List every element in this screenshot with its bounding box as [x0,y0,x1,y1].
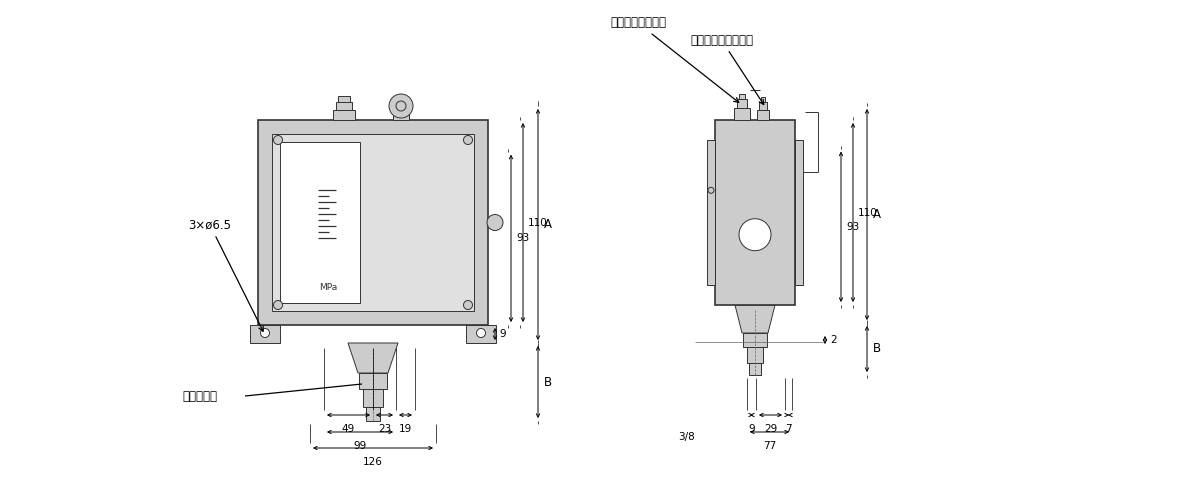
Bar [338,96,350,102]
Text: 9: 9 [500,329,506,339]
Bar [739,94,745,99]
Text: A: A [873,208,881,221]
Text: 3×ø6.5: 3×ø6.5 [188,218,264,332]
Circle shape [397,101,406,111]
Circle shape [739,218,772,250]
Bar [250,325,280,343]
Text: 29: 29 [764,424,778,434]
Text: 93: 93 [516,234,530,243]
Text: 9: 9 [749,424,755,434]
Bar [367,407,380,421]
Circle shape [260,328,270,338]
Bar [748,347,763,363]
Bar [335,102,352,110]
Bar [737,99,748,108]
Text: 110: 110 [528,218,547,228]
Circle shape [389,94,413,118]
Text: 126: 126 [363,457,383,467]
Bar [466,325,496,343]
Text: 設定圧力調整ボルト: 設定圧力調整ボルト [690,34,763,104]
Text: 19: 19 [399,424,412,434]
Bar [749,363,761,375]
Text: 99: 99 [353,441,367,451]
Bar [715,120,795,305]
Bar [757,110,769,120]
Circle shape [273,136,283,144]
Bar [258,120,488,325]
Polygon shape [736,305,775,333]
Bar [734,108,750,120]
Text: MPa: MPa [319,284,337,292]
Text: B: B [873,342,881,355]
Text: 110: 110 [858,208,878,218]
Text: B: B [544,376,552,388]
Text: 応差調整用ボルト: 応差調整用ボルト [610,16,739,102]
Circle shape [464,136,472,144]
Bar [280,142,361,303]
Text: 7: 7 [785,424,792,434]
Circle shape [488,214,503,230]
Circle shape [464,300,472,310]
Text: 六角対辺Ｃ: 六角対辺Ｃ [182,390,217,402]
Bar [795,140,803,285]
Circle shape [477,328,485,338]
Bar [359,373,387,389]
Bar [393,106,409,120]
Bar [272,134,474,311]
Text: 2: 2 [830,335,836,345]
Bar [333,110,355,120]
Text: 93: 93 [846,222,859,232]
Bar [760,102,767,110]
Bar [363,389,383,407]
Text: 49: 49 [341,424,355,434]
Circle shape [273,300,283,310]
Bar [707,140,715,285]
Text: 23: 23 [377,424,391,434]
Text: 3/8: 3/8 [678,432,695,442]
Bar [743,333,767,347]
Circle shape [708,188,714,194]
Bar [761,97,766,102]
Text: 77: 77 [763,441,776,451]
Text: A: A [544,218,552,231]
Polygon shape [347,343,398,373]
